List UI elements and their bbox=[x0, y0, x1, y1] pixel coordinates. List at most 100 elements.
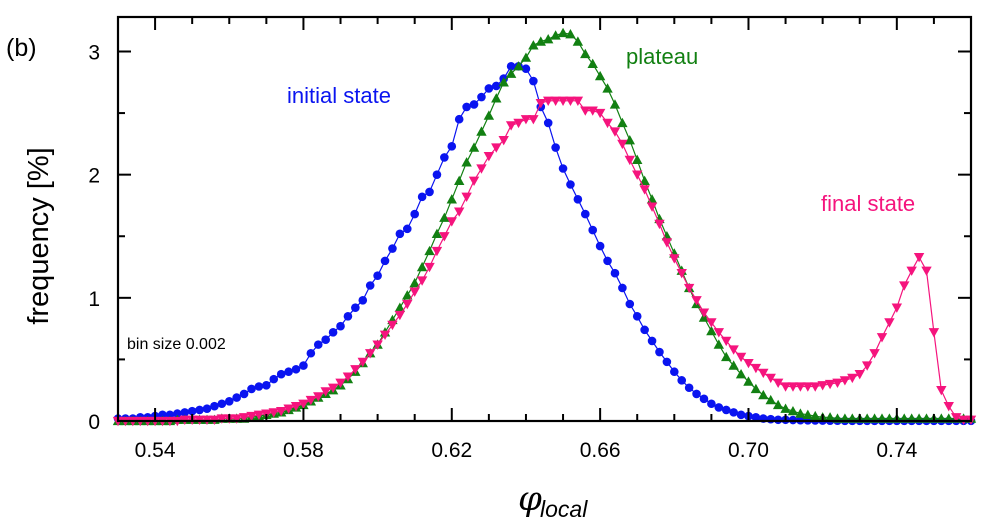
data-point bbox=[342, 372, 354, 382]
data-point bbox=[483, 152, 495, 162]
data-point bbox=[913, 253, 925, 263]
data-point bbox=[766, 414, 776, 424]
data-point bbox=[491, 81, 501, 91]
data-point bbox=[699, 394, 709, 404]
data-point bbox=[305, 395, 317, 406]
data-point bbox=[921, 266, 932, 276]
data-point bbox=[505, 68, 517, 78]
data-point bbox=[543, 118, 553, 128]
data-point bbox=[350, 365, 361, 375]
data-point bbox=[416, 276, 428, 286]
data-point bbox=[891, 303, 903, 313]
data-point bbox=[275, 406, 287, 417]
data-point bbox=[268, 408, 279, 418]
data-point bbox=[765, 394, 776, 405]
data-point bbox=[802, 409, 814, 420]
data-point bbox=[491, 143, 502, 153]
series-line bbox=[118, 32, 971, 422]
data-point bbox=[692, 389, 701, 399]
data-point bbox=[513, 61, 524, 71]
data-point bbox=[632, 170, 643, 180]
data-point bbox=[343, 312, 353, 321]
data-point bbox=[424, 262, 435, 273]
data-point bbox=[180, 408, 190, 417]
data-point bbox=[662, 357, 672, 367]
data-point bbox=[943, 402, 954, 412]
data-point bbox=[461, 157, 472, 167]
series-label-plateau: plateau bbox=[626, 44, 698, 69]
data-point bbox=[276, 369, 286, 379]
data-point bbox=[558, 164, 568, 173]
data-point bbox=[743, 358, 754, 369]
data-point bbox=[380, 256, 390, 266]
axis-layer: 0.54 0.58 0.62 0.66 0.70 0.74 0 1 2 3 bbox=[88, 17, 972, 462]
data-point bbox=[416, 261, 428, 272]
data-point bbox=[425, 187, 434, 197]
series-line bbox=[118, 65, 971, 422]
data-point bbox=[602, 83, 613, 93]
data-point bbox=[735, 368, 747, 379]
x-tick-label: 0.62 bbox=[431, 439, 472, 462]
x-tick-label: 0.54 bbox=[135, 439, 176, 462]
data-point bbox=[950, 413, 962, 423]
data-point bbox=[327, 383, 339, 393]
data-point bbox=[402, 290, 413, 300]
data-point bbox=[395, 229, 405, 239]
data-point bbox=[839, 376, 851, 386]
data-point bbox=[365, 281, 375, 290]
data-point bbox=[202, 404, 212, 413]
data-point bbox=[262, 380, 271, 390]
data-point bbox=[477, 92, 486, 102]
data-point bbox=[505, 121, 517, 131]
data-point bbox=[594, 70, 606, 81]
data-point bbox=[320, 387, 331, 397]
data-point bbox=[521, 64, 531, 74]
series-line bbox=[118, 100, 971, 422]
data-point bbox=[394, 302, 406, 312]
data-point bbox=[238, 413, 250, 423]
data-point bbox=[773, 415, 783, 425]
data-point bbox=[780, 403, 791, 413]
data-point bbox=[417, 192, 427, 202]
data-point bbox=[394, 310, 406, 321]
data-point bbox=[410, 209, 419, 219]
data-point bbox=[758, 389, 769, 400]
data-point bbox=[655, 347, 664, 357]
data-point bbox=[624, 134, 635, 145]
x-tick-label: 0.66 bbox=[580, 439, 621, 462]
x-tick-label: 0.70 bbox=[728, 439, 769, 462]
data-point bbox=[454, 175, 465, 185]
data-point bbox=[506, 61, 516, 71]
panel-label: (b) bbox=[6, 34, 37, 62]
x-axis-label: φ local bbox=[518, 479, 588, 522]
data-point bbox=[298, 399, 309, 409]
data-point bbox=[550, 30, 561, 40]
y-tick-label: 3 bbox=[88, 41, 100, 64]
data-point bbox=[646, 202, 658, 212]
data-point bbox=[454, 114, 464, 124]
data-point bbox=[684, 383, 694, 393]
data-point bbox=[861, 361, 873, 371]
data-point bbox=[454, 207, 465, 217]
data-point bbox=[551, 143, 560, 152]
data-point bbox=[535, 99, 546, 109]
plot-frame bbox=[116, 15, 973, 423]
data-point bbox=[750, 363, 762, 374]
data-point bbox=[669, 254, 680, 264]
data-point bbox=[706, 318, 717, 328]
data-point bbox=[557, 96, 569, 106]
data-point bbox=[899, 281, 910, 291]
data-point bbox=[409, 277, 420, 288]
data-point bbox=[618, 283, 627, 293]
data-point bbox=[609, 127, 621, 137]
data-point bbox=[647, 336, 657, 346]
data-point bbox=[283, 404, 294, 414]
data-point bbox=[743, 376, 754, 386]
data-point bbox=[402, 299, 413, 310]
data-point bbox=[721, 351, 732, 362]
data-point bbox=[810, 410, 821, 421]
data-point bbox=[736, 410, 746, 420]
data-point bbox=[447, 142, 457, 151]
data-point bbox=[603, 256, 612, 266]
data-point bbox=[216, 414, 228, 424]
